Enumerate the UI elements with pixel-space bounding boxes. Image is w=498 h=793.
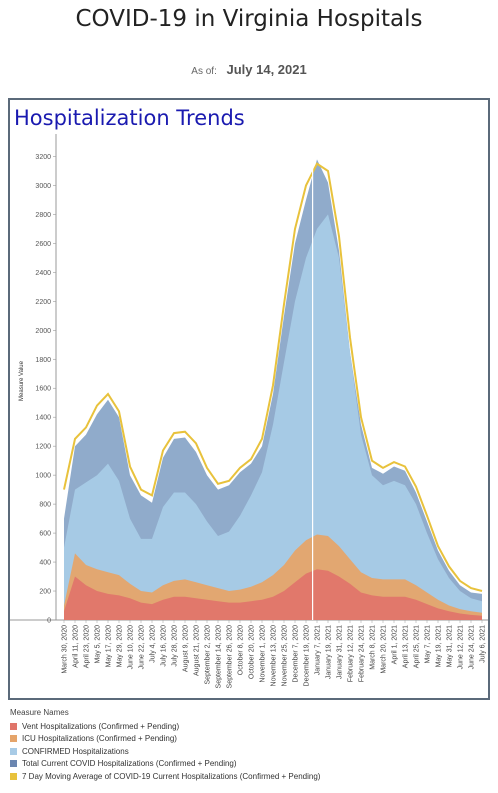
legend-swatch: [10, 760, 17, 768]
y-tick-label: 1000: [35, 473, 51, 480]
x-tick-label: April 13, 2021: [403, 625, 410, 668]
x-tick-label: May 5, 2020: [95, 625, 102, 664]
x-tick-label: May 7, 2021: [425, 625, 432, 664]
legend-label: 7 Day Moving Average of COVID-19 Current…: [22, 771, 321, 781]
x-tick-label: May 29, 2020: [117, 625, 124, 668]
x-tick-label: April 23, 2020: [84, 625, 91, 668]
x-tick-label: October 20, 2020: [249, 625, 256, 679]
y-tick-label: 400: [39, 560, 51, 567]
y-tick-label: 1200: [35, 444, 51, 451]
y-tick-label: 1400: [35, 415, 51, 422]
y-tick-label: 800: [39, 502, 51, 509]
x-tick-label: January 31, 2021: [337, 625, 344, 679]
x-tick-label: January 19, 2021: [326, 625, 333, 679]
as-of-line: As of: July 14, 2021: [0, 62, 498, 77]
hospitalization-trends-panel: Hospitalization Trends 0 200 400 600 800 1000…: [8, 98, 490, 700]
x-tick-label: October 8, 2020: [238, 625, 245, 675]
legend-item[interactable]: ICU Hospitalizations (Confirmed + Pendin…: [10, 733, 320, 746]
legend-item[interactable]: Vent Hospitalizations (Confirmed + Pendi…: [10, 720, 320, 733]
y-tick-label: 600: [39, 531, 51, 538]
x-tick-label: June 12, 2021: [458, 625, 465, 669]
y-tick-label: 2000: [35, 328, 51, 335]
legend-swatch: [10, 735, 17, 743]
legend: Measure Names Vent Hospitalizations (Con…: [10, 708, 320, 783]
x-tick-label: November 25, 2020: [282, 625, 289, 687]
y-tick-label: 3000: [35, 183, 51, 190]
as-of-label: As of:: [191, 66, 217, 77]
x-tick-label: June 22, 2020: [139, 625, 146, 669]
x-tick-label: September 2, 2020: [205, 625, 212, 685]
hospitalization-chart[interactable]: 0 200 400 600 800 1000 1200 1400 1600 1800 2000 220…: [10, 100, 488, 698]
y-tick-label: 0: [47, 618, 51, 625]
legend-label: CONFIRMED Hospitalizations: [22, 746, 129, 756]
y-tick-label: 2600: [35, 241, 51, 248]
y-tick-label: 2200: [35, 299, 51, 306]
x-tick-label: August 21, 2020: [194, 625, 201, 676]
legend-label: ICU Hospitalizations (Confirmed + Pendin…: [22, 734, 177, 744]
x-tick-label: December 19, 2020: [304, 625, 311, 687]
y-tick-label: 1600: [35, 386, 51, 393]
x-tick-label: February 12, 2021: [348, 625, 355, 682]
as-of-date: July 14, 2021: [226, 62, 307, 77]
x-tick-label: March 20, 2021: [381, 625, 388, 674]
x-tick-label: April 25, 2021: [414, 625, 421, 668]
legend-label: Total Current COVID Hospitalizations (Co…: [22, 759, 237, 769]
x-tick-label: September 14, 2020: [216, 625, 223, 689]
page-title: COVID-19 in Virginia Hospitals: [75, 6, 423, 32]
legend-label: Vent Hospitalizations (Confirmed + Pendi…: [22, 721, 180, 731]
x-tick-label: February 24, 2021: [359, 625, 366, 682]
x-tick-label: December 7, 2020: [293, 625, 300, 683]
x-tick-label: November 13, 2020: [271, 625, 278, 687]
x-tick-label: April 1, 2021: [392, 625, 399, 664]
confirmed-area: [64, 214, 482, 620]
x-tick-label: July 16, 2020: [161, 625, 168, 667]
y-tick-label: 3200: [35, 154, 51, 161]
x-tick-label: June 24, 2021: [469, 625, 476, 669]
x-tick-label: May 31, 2021: [447, 625, 454, 668]
x-tick-label: May 19, 2021: [436, 625, 443, 668]
y-tick-label: 2800: [35, 212, 51, 219]
legend-item[interactable]: CONFIRMED Hospitalizations: [10, 745, 320, 758]
legend-title: Measure Names: [10, 708, 69, 717]
y-tick-label: 1800: [35, 357, 51, 364]
y-tick-label: 200: [39, 589, 51, 596]
legend-swatch: [10, 772, 17, 780]
y-tick-label: 2400: [35, 270, 51, 277]
x-tick-label: July 4, 2020: [150, 625, 157, 663]
x-tick-label: March 8, 2021: [370, 625, 377, 670]
x-tick-label: November 1, 2020: [260, 625, 267, 683]
x-tick-label: March 30, 2020: [62, 625, 69, 674]
y-axis-title: Measure Value: [19, 360, 25, 401]
legend-item[interactable]: 7 Day Moving Average of COVID-19 Current…: [10, 770, 320, 783]
x-tick-label: May 17, 2020: [106, 625, 113, 668]
legend-swatch: [10, 747, 17, 755]
x-tick-label: January 7, 2021: [315, 625, 322, 675]
x-tick-label: September 26, 2020: [227, 625, 234, 689]
panel-title: Hospitalization Trends: [14, 106, 245, 130]
legend-item[interactable]: Total Current COVID Hospitalizations (Co…: [10, 758, 320, 771]
x-tick-label: July 6, 2021: [480, 625, 487, 663]
vent-area: [64, 569, 482, 620]
x-tick-label: July 28, 2020: [172, 625, 179, 667]
legend-swatch: [10, 722, 17, 730]
x-tick-label: August 9, 2020: [183, 625, 190, 672]
x-tick-label: June 10, 2020: [128, 625, 135, 669]
x-tick-label: April 11, 2020: [73, 625, 80, 668]
moving-average-line: [63, 162, 483, 592]
